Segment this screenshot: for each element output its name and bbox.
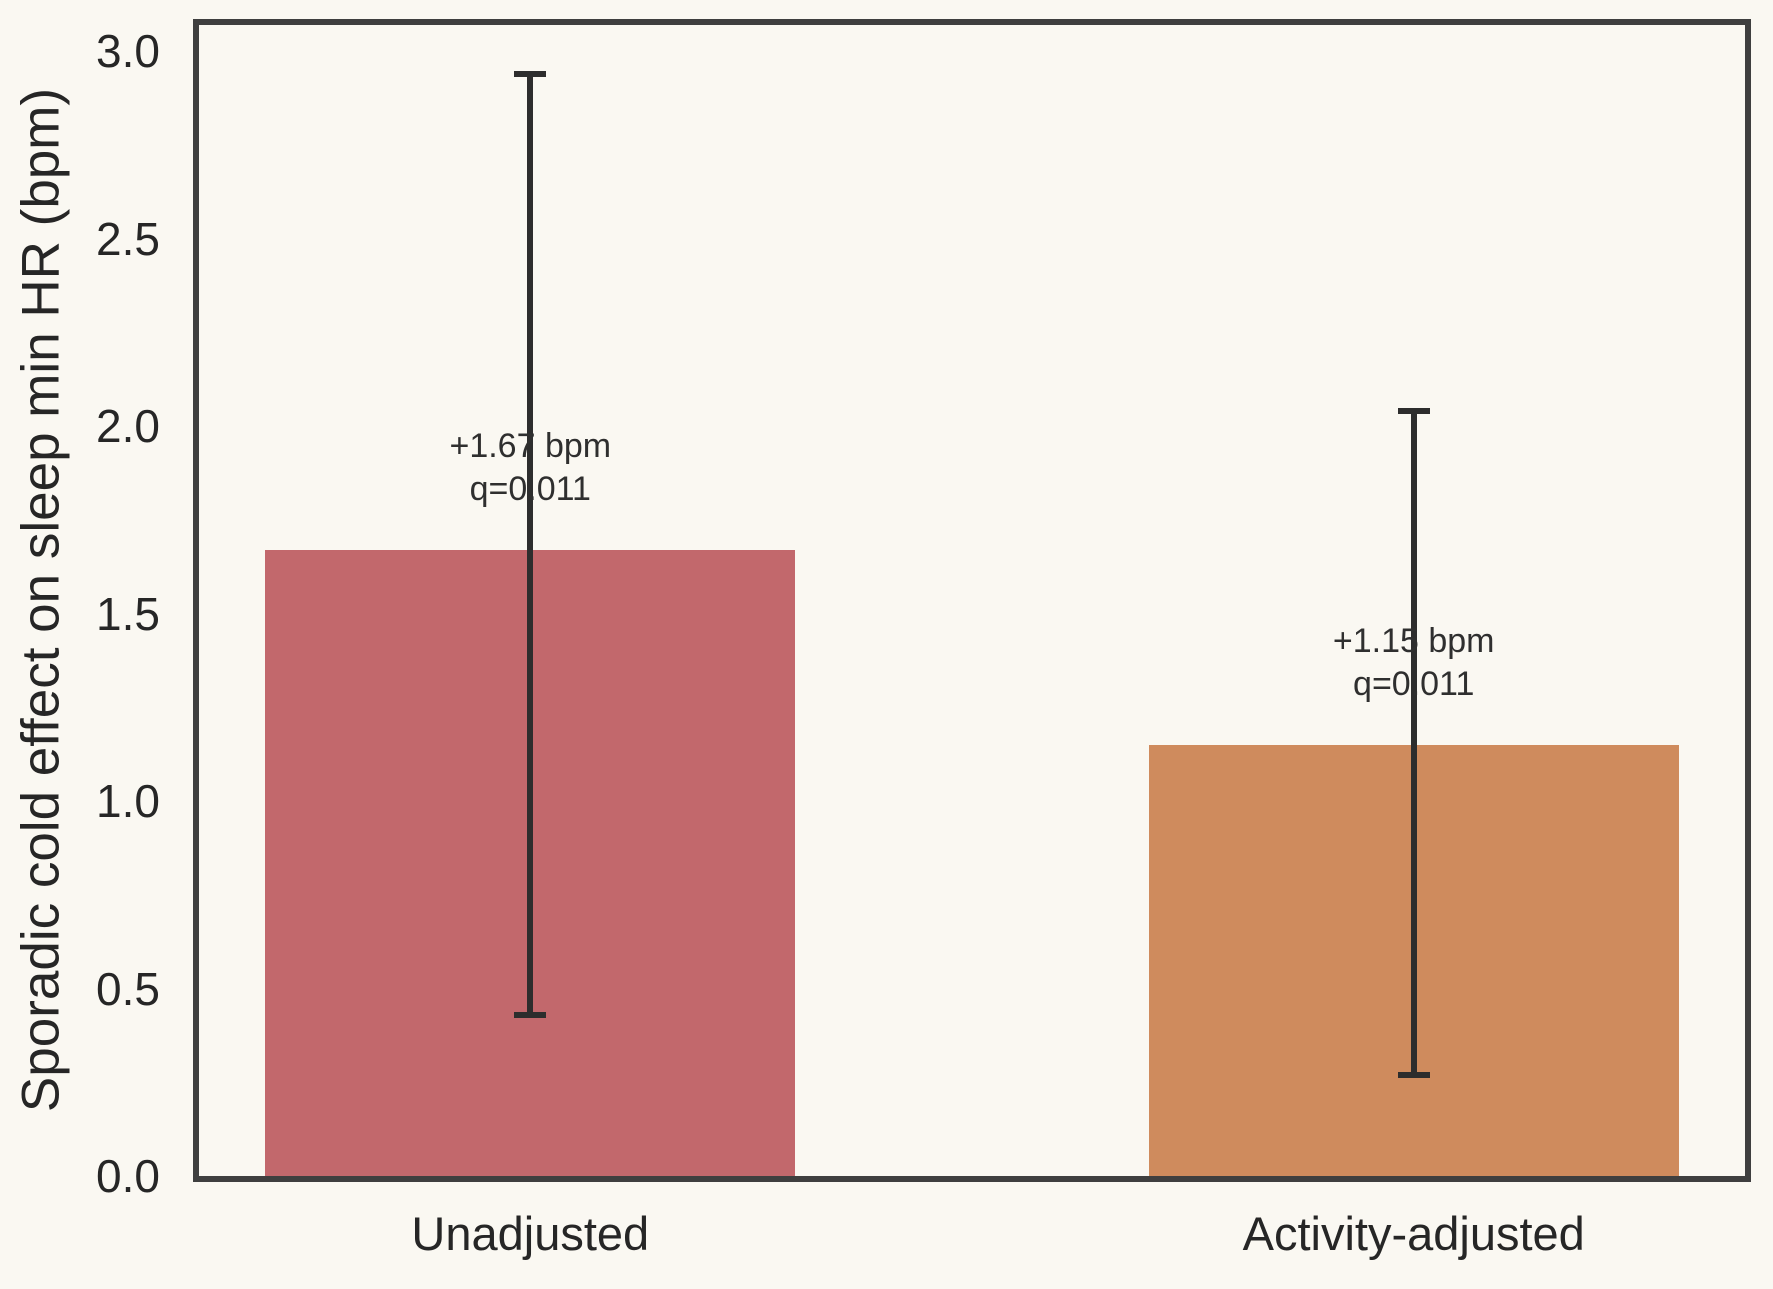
error-bar-line — [527, 73, 534, 1015]
y-tick-label: 0.0 — [96, 1150, 160, 1202]
error-bar-cap-top — [1397, 408, 1430, 415]
bar-annotation: +1.67 bpm q=0.011 — [449, 425, 611, 509]
y-tick-label: 1.5 — [96, 587, 160, 640]
y-tick-label: 2.5 — [96, 212, 160, 265]
y-tick-label: 2.0 — [96, 400, 160, 453]
x-tick-label: Unadjusted — [411, 1207, 650, 1260]
y-axis-label: Sporadic cold effect on sleep min HR (bp… — [11, 87, 71, 1113]
y-tick-label: 0.5 — [96, 962, 160, 1015]
annotation-line: q=0.011 — [1353, 664, 1475, 703]
x-tick-label: Activity-adjusted — [1242, 1207, 1585, 1260]
annotation-line: q=0.011 — [469, 469, 591, 508]
annotation-line: +1.15 bpm — [1332, 622, 1495, 661]
error-bar-cap-top — [514, 70, 547, 77]
annotation-line: +1.67 bpm — [449, 427, 612, 466]
plot-area: +1.67 bpm q=0.011 +1.15 bpm q=0.011 — [193, 19, 1751, 1182]
error-bar-cap-bottom — [514, 1011, 547, 1018]
error-bar-line — [1410, 411, 1417, 1075]
error-bar-cap-bottom — [1397, 1071, 1430, 1078]
bar-annotation: +1.15 bpm q=0.011 — [1333, 620, 1495, 704]
y-tick-label: 1.0 — [96, 775, 160, 828]
y-tick-label: 3.0 — [96, 25, 160, 78]
